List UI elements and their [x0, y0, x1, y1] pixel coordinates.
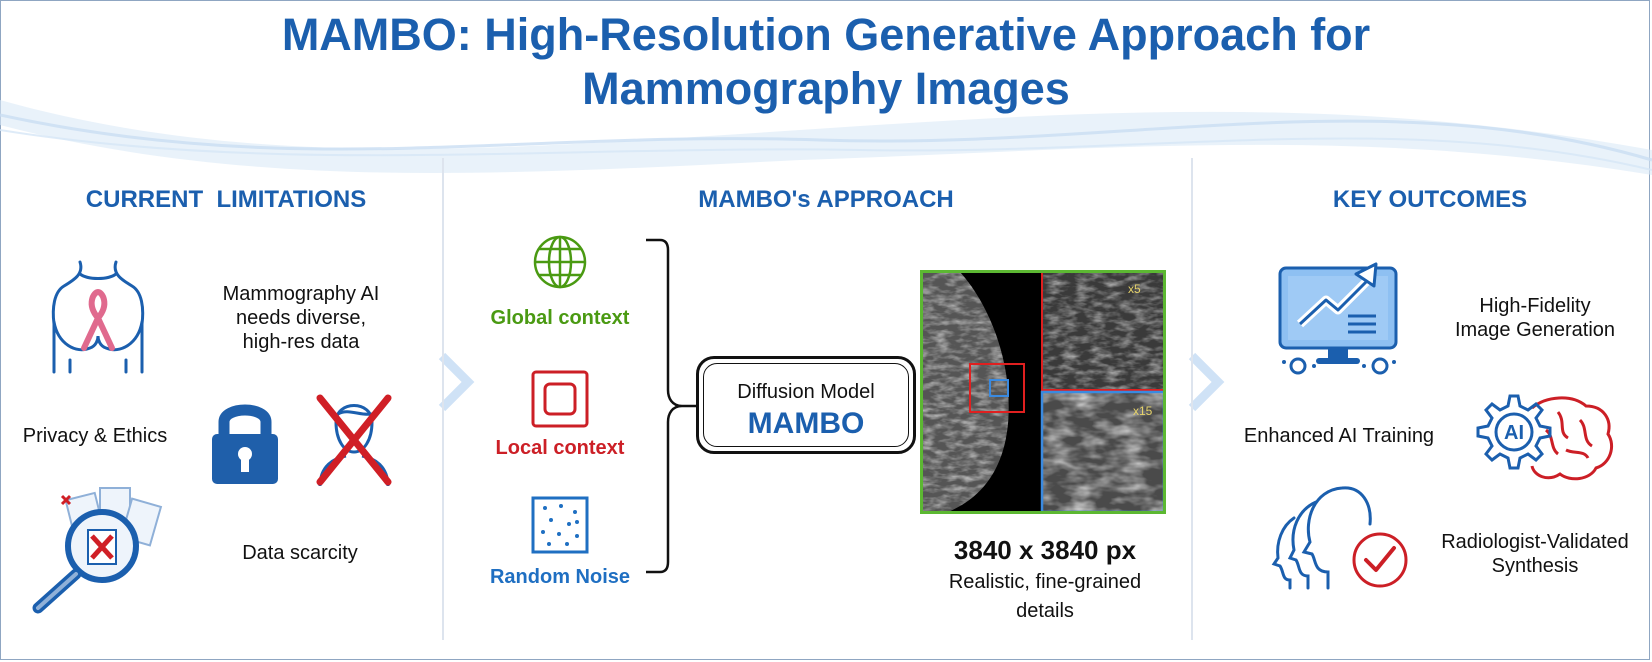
ai-label: AI: [1504, 422, 1524, 444]
monitor-chart-icon: [1278, 262, 1398, 375]
caption-line-1: Realistic, fine-grained: [948, 571, 1142, 593]
needs-text-1: Mammography AI: [222, 283, 380, 305]
square-icon: [531, 370, 589, 428]
needs-text-3: high-res data: [242, 331, 360, 353]
privacy-text: Privacy & Ethics: [22, 425, 168, 447]
training-text: Enhanced AI Training: [1243, 425, 1435, 447]
title-line-2: Mammography Images: [582, 63, 1070, 114]
arrow-chevron-1: [438, 352, 475, 412]
zoom-x5-label: x5: [1128, 282, 1141, 296]
validated-text-2: Synthesis: [1491, 555, 1579, 577]
outcomes-heading: KEY OUTCOMES: [1332, 186, 1528, 213]
arrow-chevron-2: [1188, 352, 1225, 412]
diffusion-model-box: Diffusion Model MAMBO: [696, 356, 916, 454]
caption-line-2: details: [1016, 600, 1074, 622]
padlock-icon: [212, 404, 278, 484]
limitations-heading: CURRENT LIMITATIONS: [85, 186, 367, 213]
merge-bracket: [646, 238, 696, 574]
random-noise-label: Random Noise: [489, 566, 631, 588]
approach-heading: MAMBO's APPROACH: [698, 186, 954, 213]
title-line-1: MAMBO: High-Resolution Generative Approa…: [281, 9, 1371, 60]
local-context-label: Local context: [495, 437, 625, 459]
mammogram-zoom-panel: [920, 270, 1166, 514]
divider-left: [442, 158, 444, 640]
globe-icon: [533, 235, 587, 289]
zoom-x15-label: x15: [1133, 404, 1153, 418]
divider-right: [1191, 158, 1193, 640]
radiologist-check-icon: [1271, 486, 1408, 590]
scarcity-text: Data scarcity: [242, 542, 358, 564]
validated-text-1: Radiologist-Validated: [1441, 531, 1629, 553]
fidelity-text-2: Image Generation: [1454, 319, 1616, 341]
needs-text-2: needs diverse,: [235, 307, 367, 329]
breast-cancer-ribbon-icon: [51, 260, 145, 374]
ai-gear-brain-icon: AI: [1476, 394, 1613, 481]
noise-icon: [531, 496, 589, 554]
model-name-label: MAMBO: [747, 407, 865, 440]
crossed-person-icon: [316, 394, 392, 487]
model-type-label: Diffusion Model: [737, 381, 875, 403]
fidelity-text-1: High-Fidelity: [1479, 295, 1591, 317]
magnifier-documents-icon: [32, 487, 163, 614]
resolution-label: 3840 x 3840 px: [953, 535, 1137, 565]
global-context-label: Global context: [490, 307, 630, 329]
